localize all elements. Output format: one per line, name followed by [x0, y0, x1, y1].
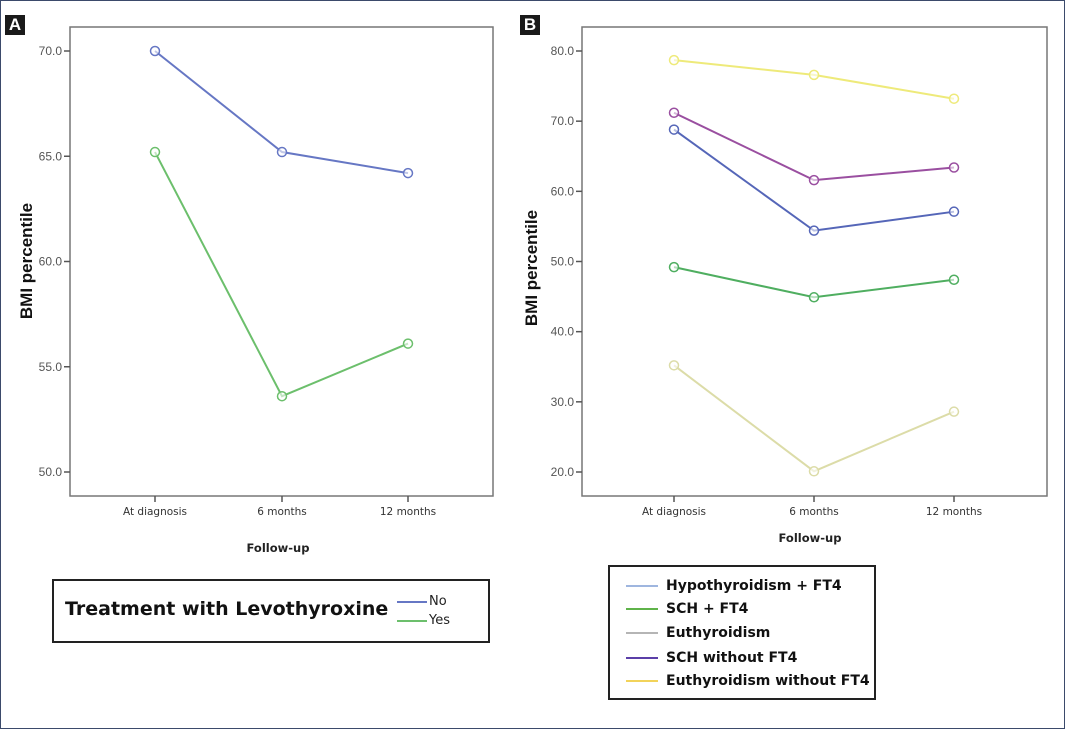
data-point	[808, 466, 820, 477]
y-tick-label: 30.0	[551, 395, 575, 409]
data-point	[668, 360, 680, 371]
legend-a: Treatment with Levothyroxine No Yes	[52, 579, 490, 643]
legend-b-swatch-hypothyroidism-ft4	[626, 585, 658, 587]
legend-a-label-yes: Yes	[429, 613, 450, 628]
chart-b-series	[668, 54, 960, 477]
series-line	[673, 111, 955, 182]
data-point	[149, 146, 161, 158]
legend-a-label-no: No	[429, 594, 447, 609]
chart-b-plot-frame	[581, 26, 1048, 497]
data-point	[668, 54, 680, 66]
chart-a-plot-frame	[69, 26, 494, 497]
data-point	[668, 261, 680, 273]
chart-b-x-axis-title: Follow-up	[779, 531, 842, 545]
chart-a: 50.0 55.0 60.0 65.0 70.0 At diagnosis 6 month…	[17, 26, 494, 555]
data-point	[668, 107, 680, 118]
y-tick-label: 70.0	[551, 114, 575, 128]
legend-b-label-sch-ft4: SCH + FT4	[666, 601, 749, 617]
legend-b-swatch-sch-without-ft4	[626, 657, 658, 659]
data-point	[402, 167, 414, 179]
legend-b-label-hypothyroidism-ft4: Hypothyroidism + FT4	[666, 578, 842, 594]
legend-a-entry-no: No	[397, 594, 447, 609]
y-tick-label: 80.0	[551, 44, 575, 58]
chart-a-y-axis: 50.0 55.0 60.0 65.0 70.0	[39, 44, 70, 479]
data-point	[149, 45, 161, 57]
series-euthyroidism-without-ft4-plotted	[668, 54, 960, 104]
chart-a-x-axis-title: Follow-up	[247, 541, 310, 555]
data-point	[948, 206, 960, 217]
legend-a-swatch-yes	[397, 619, 427, 622]
data-point	[668, 124, 680, 135]
chart-b-y-axis-title: BMI percentile	[522, 210, 541, 326]
x-tick-label: At diagnosis	[123, 506, 187, 518]
chart-b: 20.0 30.0 40.0 50.0 60.0 70.0 80.0 At diagnosi…	[522, 26, 1048, 545]
y-tick-label: 70.0	[39, 44, 63, 58]
legend-a-title: Treatment with Levothyroxine	[65, 598, 389, 620]
chart-a-x-axis: At diagnosis 6 months 12 months	[123, 496, 436, 518]
legend-b-label-euthyroidism: Euthyroidism	[666, 625, 771, 641]
legend-b-entry-sch-ft4: SCH + FT4	[626, 601, 748, 617]
x-tick-label: 6 months	[257, 506, 307, 518]
x-tick-label: 12 months	[380, 506, 436, 518]
legend-b-swatch-euthyroidism	[626, 632, 658, 634]
data-point	[402, 338, 414, 349]
series-no	[149, 45, 414, 179]
y-tick-label: 65.0	[39, 149, 63, 163]
data-point	[808, 225, 820, 236]
legend-b-swatch-euthyroidism-without-ft4	[626, 680, 658, 682]
legend-b-entry-euthyroidism-without-ft4: Euthyroidism without FT4	[626, 673, 870, 689]
legend-b-entry-sch-without-ft4: SCH without FT4	[626, 650, 797, 666]
data-point	[808, 292, 820, 303]
series-sch-ft4-plotted	[668, 261, 960, 303]
panel-label-b: B	[520, 15, 540, 35]
data-point	[948, 406, 960, 417]
series-hypothyroidism-ft4-plotted	[668, 124, 960, 236]
legend-b-swatch-sch-ft4	[626, 608, 658, 610]
y-tick-label: 20.0	[551, 465, 575, 479]
y-tick-label: 55.0	[39, 360, 63, 374]
chart-a-series	[149, 45, 414, 402]
legend-b-label-sch-without-ft4: SCH without FT4	[666, 650, 798, 666]
panel-label-a: A	[5, 15, 25, 35]
chart-b-x-axis: At diagnosis 6 months 12 months	[642, 496, 982, 518]
y-tick-label: 40.0	[551, 325, 575, 339]
x-tick-label: 12 months	[926, 506, 982, 518]
chart-b-y-axis: 20.0 30.0 40.0 50.0 60.0 70.0 80.0	[551, 44, 582, 479]
legend-a-entry-yes: Yes	[397, 613, 450, 628]
x-tick-label: 6 months	[789, 506, 839, 518]
legend-b-entry-hypothyroidism-ft4: Hypothyroidism + FT4	[626, 578, 842, 594]
y-tick-label: 50.0	[551, 255, 575, 269]
chart-a-y-axis-title: BMI percentile	[17, 203, 36, 319]
y-tick-label: 60.0	[551, 184, 575, 198]
series-line	[154, 151, 409, 398]
data-point	[948, 162, 960, 173]
data-point	[948, 93, 960, 104]
legend-a-swatch-no	[397, 600, 427, 603]
legend-b-entry-euthyroidism: Euthyroidism	[626, 625, 770, 641]
x-tick-label: At diagnosis	[642, 506, 706, 518]
series-euthyroidism-plotted	[668, 360, 960, 477]
data-point	[276, 390, 288, 402]
data-point	[948, 274, 960, 285]
legend-b: Hypothyroidism + FT4 SCH + FT4 Euthyroid…	[608, 565, 876, 700]
data-point	[276, 146, 288, 158]
legend-b-label-euthyroidism-without-ft4: Euthyroidism without FT4	[666, 673, 870, 689]
series-yes	[149, 146, 414, 402]
y-tick-label: 50.0	[39, 465, 63, 479]
data-point	[808, 69, 820, 81]
y-tick-label: 60.0	[39, 255, 63, 269]
series-line	[673, 364, 955, 473]
series-sch-without-ft4-plotted	[668, 107, 960, 186]
data-point	[808, 174, 820, 186]
